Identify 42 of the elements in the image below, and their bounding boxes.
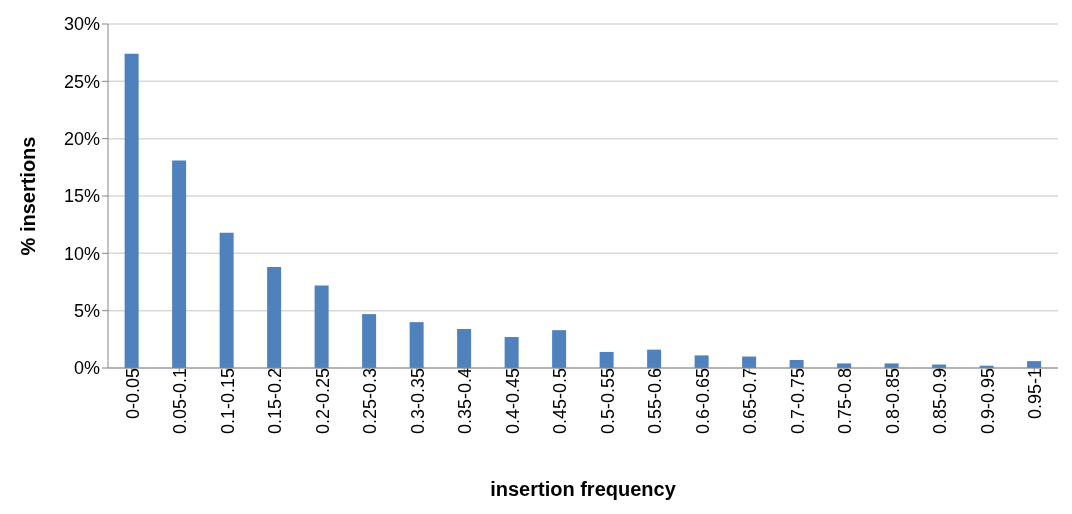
x-axis-title: insertion frequency [490, 478, 677, 500]
bar [409, 322, 424, 368]
x-tick-label: 0.15-0.2 [265, 368, 286, 435]
y-tick-label: 25% [63, 71, 100, 92]
bar [172, 160, 187, 368]
bar [504, 337, 519, 368]
y-tick-label: 15% [63, 186, 100, 207]
y-tick-label: 0% [73, 358, 100, 379]
x-tick-label: 0.2-0.25 [312, 368, 333, 435]
x-tick-label: 0.45-0.5 [550, 368, 571, 435]
x-tick-label: 0.6-0.65 [692, 368, 713, 435]
x-tick-label: 0.75-0.8 [835, 368, 856, 435]
bar [219, 232, 234, 368]
x-tick-label: 0.3-0.35 [407, 368, 428, 435]
y-axis-title: % insertions [17, 136, 40, 256]
x-tick-label: 0.35-0.4 [455, 368, 476, 435]
x-tick-label: 0.9-0.95 [977, 368, 998, 435]
x-tick-label: 0.7-0.75 [787, 368, 808, 435]
x-tick-label: 0.85-0.9 [930, 368, 951, 435]
bar [647, 349, 662, 368]
y-tick-label: 10% [63, 243, 100, 264]
x-tick-label: 0-0.05 [122, 368, 143, 420]
bar [314, 285, 329, 368]
x-tick-label: 0.5-0.55 [597, 368, 618, 435]
y-tick-label: 20% [63, 129, 100, 150]
x-tick-label: 0.55-0.6 [645, 368, 666, 435]
x-tick-label: 0.8-0.85 [882, 368, 903, 435]
x-tick-label: 0.1-0.15 [217, 368, 238, 435]
bar [267, 267, 282, 368]
bar [694, 355, 709, 368]
x-tick-label: 0.95-1 [1025, 368, 1046, 420]
x-tick-label: 0.05-0.1 [170, 368, 191, 435]
y-tick-label: 30% [63, 14, 100, 35]
y-tick-label: 5% [73, 301, 100, 322]
x-tick-label: 0.4-0.45 [502, 368, 523, 435]
x-tick-label: 0.25-0.3 [360, 368, 381, 435]
bar [457, 329, 472, 368]
bar [124, 53, 139, 368]
bar [362, 314, 377, 368]
bar [599, 351, 614, 368]
bar [552, 330, 567, 368]
x-tick-label: 0.65-0.7 [740, 368, 761, 435]
